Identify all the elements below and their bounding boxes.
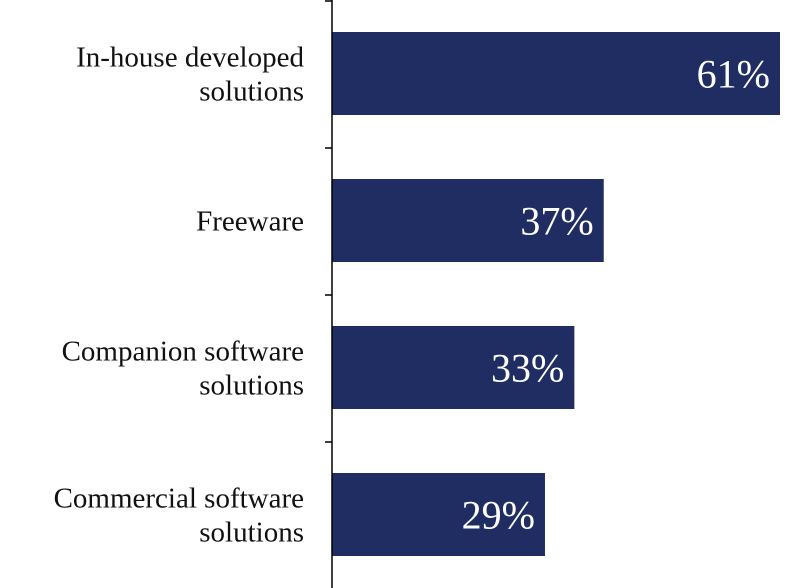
category-label: Companion software solutions xyxy=(62,336,304,402)
category-label-line: solutions xyxy=(199,76,304,108)
value-label: 61% xyxy=(697,52,770,97)
bar xyxy=(332,179,604,262)
category-labels-group: In-house developed solutionsFreewareCompa… xyxy=(54,42,305,549)
category-label-line: Commercial software xyxy=(54,483,304,515)
category-label: Commercial software solutions xyxy=(54,483,304,549)
axis-ticks-group xyxy=(325,0,332,443)
category-label-line: Companion software xyxy=(62,336,304,368)
category-label-line: solutions xyxy=(199,517,304,549)
value-label: 37% xyxy=(520,199,593,244)
category-label-line: In-house developed xyxy=(76,42,304,74)
value-label: 29% xyxy=(462,493,535,538)
value-label: 33% xyxy=(491,346,564,391)
bars-group xyxy=(332,32,780,556)
category-label: Freeware xyxy=(196,206,304,238)
category-label-line: Freeware xyxy=(196,206,304,238)
category-label-line: solutions xyxy=(199,370,304,402)
bar xyxy=(332,326,575,409)
value-labels-group: 61% 37% 33% 29% xyxy=(462,52,770,538)
bar xyxy=(332,473,545,556)
bar xyxy=(332,32,780,115)
category-label: In-house developed solutions xyxy=(76,42,304,108)
